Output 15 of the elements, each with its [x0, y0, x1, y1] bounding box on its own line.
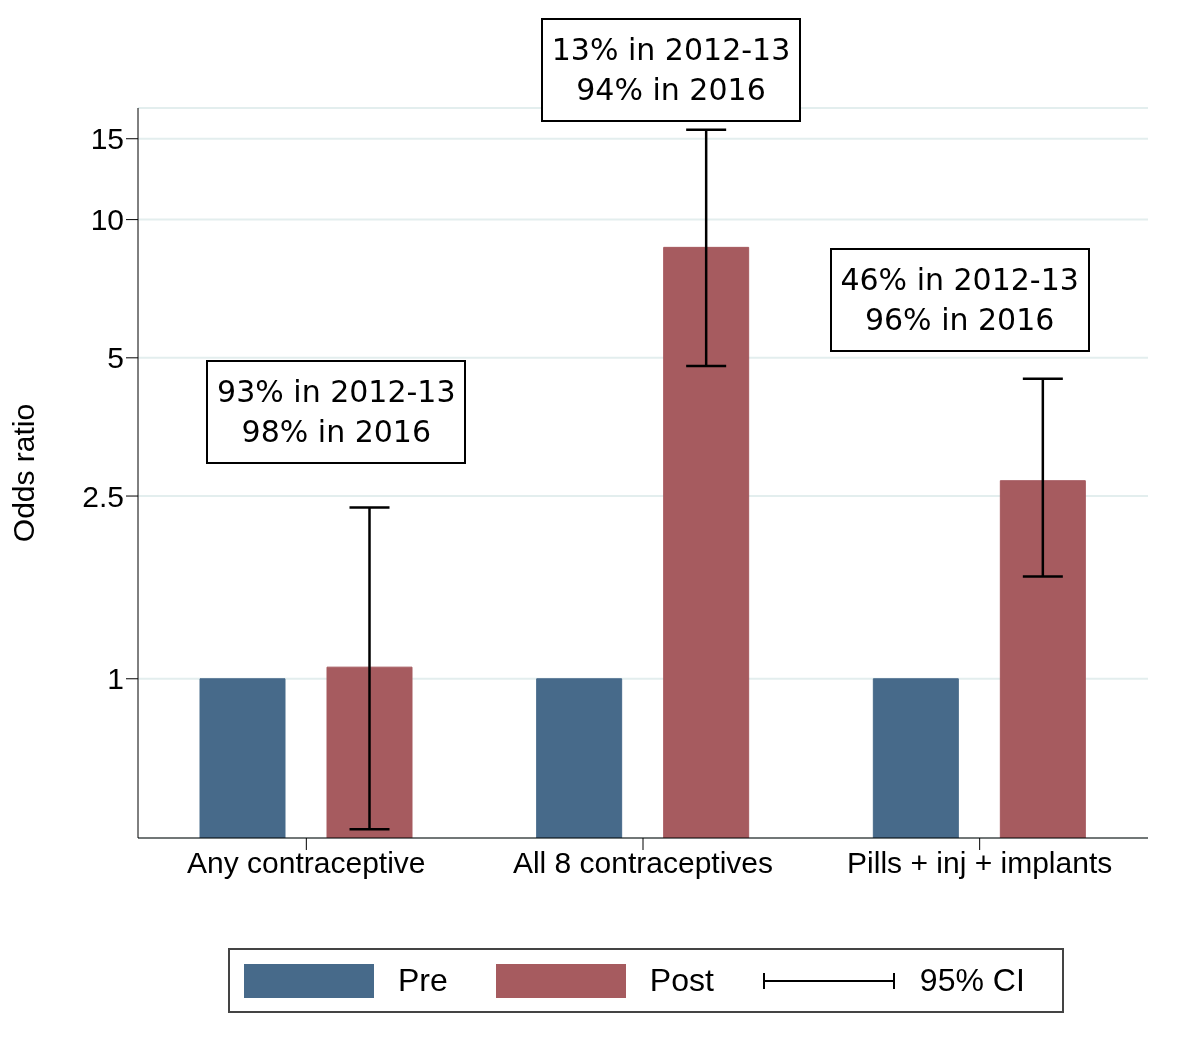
legend-label: Post — [649, 962, 714, 999]
y-tick-label: 5 — [107, 341, 124, 375]
y-tick-label: 10 — [90, 203, 124, 237]
y-axis-title: Odds ratio — [6, 403, 40, 543]
annotation: 46% in 2012-13 96% in 2016 — [829, 248, 1090, 352]
text: 95% CI — [919, 962, 1025, 999]
x-tick-label: Any contraceptive — [187, 846, 426, 880]
legend-label: Pre — [398, 962, 448, 999]
annotation: 93% in 2012-13 98% in 2016 — [206, 360, 467, 464]
x-tick-label: All 8 contraceptives — [512, 846, 774, 880]
y-tick-label: 1 — [107, 662, 124, 696]
y-tick-label: 15 — [90, 122, 124, 156]
text: 13% in 2012-13 94% in 2016 — [541, 18, 801, 122]
x-tick-label: Pills + inj + implants — [847, 846, 1113, 880]
y-tick-label: 2.5 — [82, 479, 124, 513]
